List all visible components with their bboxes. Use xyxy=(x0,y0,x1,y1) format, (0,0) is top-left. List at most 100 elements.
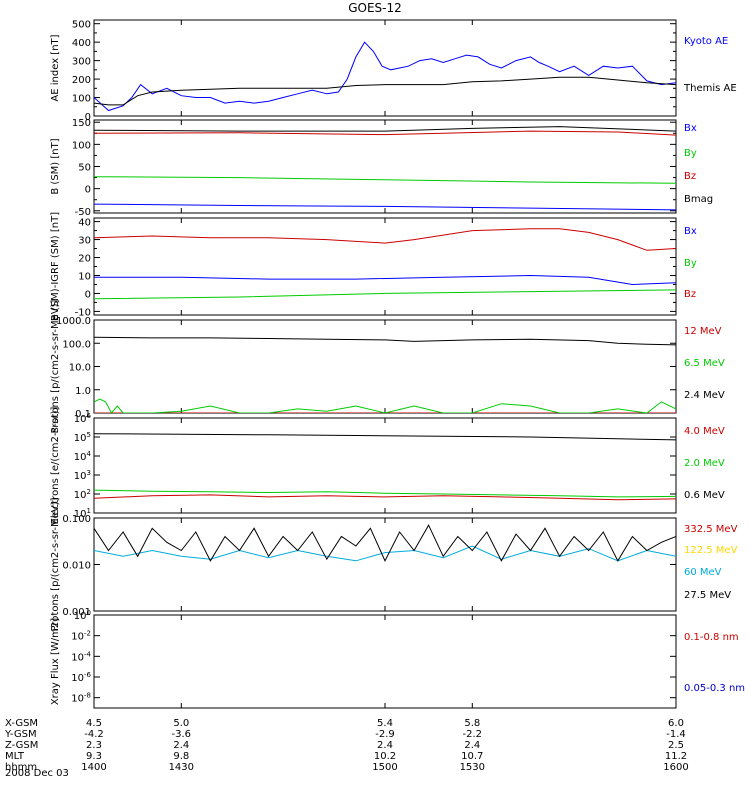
y-tick-label: 0.001 xyxy=(62,607,91,618)
series-group xyxy=(94,524,676,562)
series-line-bz xyxy=(94,130,676,136)
x-tick-label: 11.2 xyxy=(665,751,687,762)
panel-frame xyxy=(93,119,677,214)
series-line-themis-ae xyxy=(94,76,676,106)
legend-bx: Bx xyxy=(684,226,697,237)
y-tick-label: 50 xyxy=(78,163,91,174)
series-line-by xyxy=(94,289,676,300)
legend-themis-ae: Themis AE xyxy=(683,83,737,94)
y-tick-label: 103 xyxy=(74,469,91,482)
series-group xyxy=(94,336,676,413)
y-tick-label: 10-2 xyxy=(71,630,91,643)
series-line-27-5-mev xyxy=(94,524,676,562)
panel-frame xyxy=(93,614,677,709)
y-tick-label: 500 xyxy=(72,20,91,31)
series-line-4-0-mev xyxy=(94,494,676,501)
x-tick-label: 1500 xyxy=(372,762,397,773)
series-line-bmag xyxy=(94,126,676,132)
x-row-label-mlt: MLT xyxy=(5,751,25,762)
legend-332-5-mev: 332.5 MeV xyxy=(684,524,738,535)
series-line-bz xyxy=(94,228,676,251)
series-line-bx xyxy=(94,274,676,286)
x-tick-label: 2.4 xyxy=(377,740,393,751)
y-tick-label: 106 xyxy=(74,412,92,425)
legend-2-4-mev: 2.4 MeV xyxy=(684,390,725,401)
y-tick-label: 0 xyxy=(85,112,91,123)
legend-4-0-mev: 4.0 MeV xyxy=(684,426,725,437)
y-tick-label: 10 xyxy=(78,271,91,282)
y-tick-label: 10-8 xyxy=(71,692,91,705)
series-line-kyoto-ae xyxy=(94,41,676,112)
y-tick-label: 100 xyxy=(72,94,91,105)
legend-27-5-mev: 27.5 MeV xyxy=(684,590,731,601)
series-line-by xyxy=(94,176,676,184)
y-tick-label: 0.010 xyxy=(62,561,91,572)
legend-bx: Bx xyxy=(684,123,697,134)
legend-122-5-mev: 122.5 MeV xyxy=(684,545,738,556)
y-tick-label: 100.0 xyxy=(62,339,91,350)
panel-frame xyxy=(93,319,677,414)
series-group xyxy=(94,433,676,501)
legend-kyoto-ae: Kyoto AE xyxy=(684,36,728,47)
date-label: 2008 Dec 03 xyxy=(5,768,69,779)
panel-frame xyxy=(93,19,677,117)
y-tick-label: 102 xyxy=(74,488,91,501)
series-group xyxy=(94,228,676,300)
panel-2: -50 0 50 100 150 B (SM) [nT] Bx By Bz Bmag xyxy=(50,118,713,218)
y-tick-label: 40 xyxy=(78,218,91,229)
y-axis-label: Xray Flux [W/m2] xyxy=(50,618,61,705)
y-tick-label: 105 xyxy=(74,431,91,444)
y-tick-label: -50 xyxy=(75,207,91,218)
y-tick-label: 1000.0 xyxy=(56,316,91,327)
x-tick-label: 5.4 xyxy=(377,718,393,729)
x-tick-label: 1400 xyxy=(81,762,106,773)
y-tick-label: -10 xyxy=(75,307,91,318)
x-row-label-y-gsm: Y-GSM xyxy=(4,729,37,740)
x-row-label-x-gsm: X-GSM xyxy=(5,718,38,729)
x-tick-label: -4.2 xyxy=(84,729,104,740)
x-row-label-hhmm: hhmm xyxy=(5,762,37,773)
x-tick-label: 2.4 xyxy=(464,740,480,751)
series-line-2-4-mev xyxy=(94,336,676,346)
y-tick-label: 10.0 xyxy=(69,363,91,374)
y-tick-label: 200 xyxy=(72,75,91,86)
series-line-60-mev xyxy=(94,545,676,562)
x-tick-label: 5.8 xyxy=(464,718,480,729)
panel-1: 0 100 200 300 400 500 AE index [nT] Kyoto AE The… xyxy=(50,19,737,123)
y-tick-label: 10-6 xyxy=(71,671,91,684)
x-tick-label: 2.4 xyxy=(173,740,189,751)
legend-0-6-mev: 0.6 MeV xyxy=(684,490,725,501)
series-line-2-0-mev xyxy=(94,489,676,498)
x-tick-label: -1.4 xyxy=(666,729,686,740)
y-tick-label: 0.100 xyxy=(62,514,91,525)
y-tick-label: 20 xyxy=(78,254,91,265)
x-tick-label: 10.7 xyxy=(461,751,483,762)
panel-7: 10-8 10-6 10-4 10-2 100 Xray Flux [W/m2] 0.1-0… xyxy=(50,609,745,709)
panel-frame xyxy=(93,517,677,612)
series-line-bx xyxy=(94,203,676,211)
y-tick-label: 104 xyxy=(74,450,92,463)
y-tick-label: 30 xyxy=(78,236,91,247)
legend-by: By xyxy=(684,258,697,269)
legend-2-0-mev: 2.0 MeV xyxy=(684,458,725,469)
y-tick-label: 1.0 xyxy=(75,386,91,397)
panel-3: -10 0 10 20 30 40 B (SM)-IGRF (SM) [nT] Bx By Bz xyxy=(50,212,697,321)
y-tick-label: 300 xyxy=(72,57,91,68)
x-tick-label: 10.2 xyxy=(374,751,396,762)
x-tick-label: 1430 xyxy=(169,762,194,773)
y-axis-label: B (SM)-IGRF (SM) [nT] xyxy=(50,212,61,321)
x-tick-label: 9.8 xyxy=(173,751,189,762)
y-tick-label: 100 xyxy=(72,140,91,151)
x-tick-label: -3.6 xyxy=(172,729,192,740)
legend-0-1-0-8-nm: 0.1-0.8 nm xyxy=(684,632,739,643)
x-tick-label: 1530 xyxy=(460,762,485,773)
y-axis-label: Protons [p/(cm2-s-sr-MeV)] xyxy=(50,299,61,433)
legend-by: By xyxy=(684,148,697,159)
y-tick-label: 400 xyxy=(72,38,91,49)
legend-bz: Bz xyxy=(684,289,696,300)
x-tick-label: 2.5 xyxy=(668,740,684,751)
legend-12-mev: 12 MeV xyxy=(684,326,722,337)
x-row-label-z-gsm: Z-GSM xyxy=(5,740,38,751)
